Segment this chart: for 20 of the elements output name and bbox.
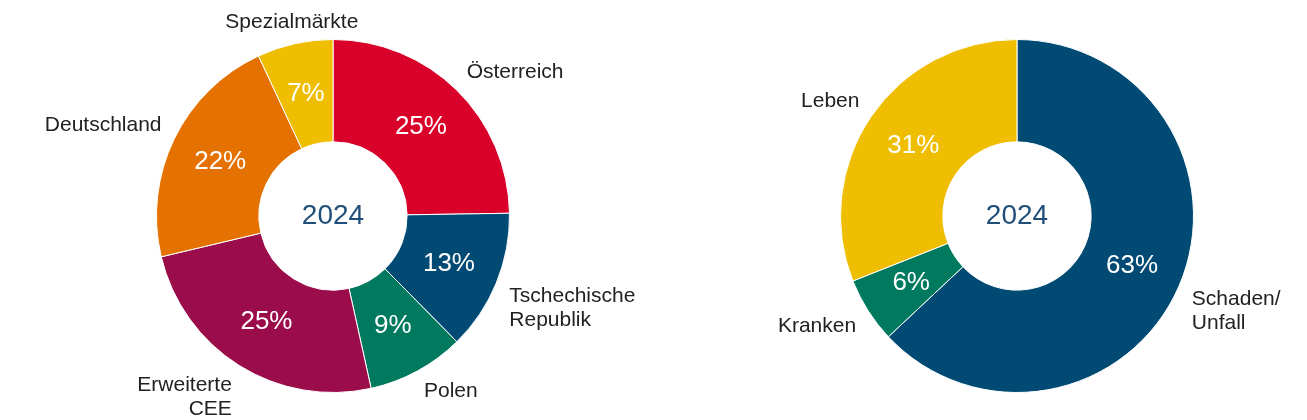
data-label: 25% <box>240 305 293 336</box>
slice-label: Erweiterte CEE <box>137 372 232 420</box>
slice-label: Tschechische Republik <box>509 283 636 331</box>
data-label: 25% <box>394 109 447 140</box>
data-label: 7% <box>287 76 325 107</box>
slice-label: Spezialmärkte <box>225 8 359 32</box>
text: 2024 <box>301 198 365 230</box>
data-label: 13% <box>422 246 475 277</box>
data-label: 22% <box>194 144 247 175</box>
data-label: 31% <box>887 128 940 159</box>
slice-label: Schaden/Unfall <box>1191 286 1281 334</box>
text: 2024 <box>985 198 1049 230</box>
slice-label: Leben <box>801 87 860 111</box>
slice-label: Kranken <box>777 312 857 336</box>
data-label: 9% <box>374 309 412 340</box>
slice-label: Polen <box>423 378 478 402</box>
data-label: 63% <box>1105 248 1159 279</box>
slice-label: Österreich <box>466 59 564 83</box>
data-label: 6% <box>892 266 930 297</box>
slice-label: Deutschland <box>44 111 162 135</box>
